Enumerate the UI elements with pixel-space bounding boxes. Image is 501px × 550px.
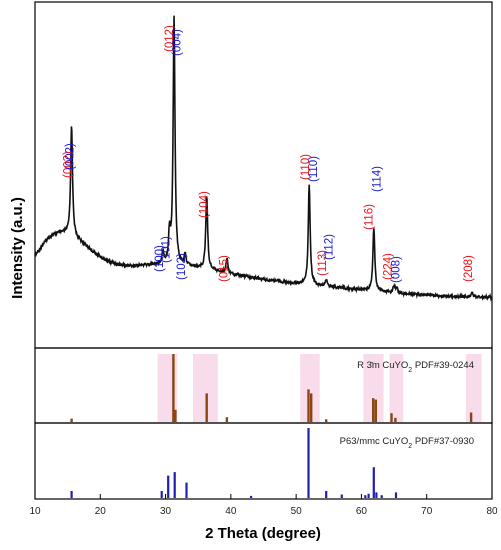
reference-2-bar <box>325 491 328 498</box>
peak-label: (008) <box>390 256 402 283</box>
reference-2-bar <box>173 472 176 498</box>
reference-2-bar <box>372 467 375 498</box>
reference-2-bar <box>160 491 163 498</box>
peak-label: (015) <box>219 255 231 282</box>
reference-2-bar <box>394 492 398 498</box>
reference-1-bar <box>225 417 229 422</box>
x-tick-label: 60 <box>356 506 368 517</box>
reference-2-bar <box>375 492 378 498</box>
peak-label: (208) <box>463 255 475 282</box>
reference-1-label-main: R 3̄m CuYO <box>357 360 408 371</box>
xrd-pattern <box>34 15 493 302</box>
peak-label: (110) <box>308 156 320 182</box>
reference-1-bar <box>372 398 375 422</box>
x-tick-label: 70 <box>421 506 433 517</box>
reference-1-bar <box>394 417 397 422</box>
peak-label: (102) <box>176 253 188 280</box>
x-axis-ticks: 10 20 30 40 50 60 70 80 <box>29 494 498 517</box>
highlight-band <box>465 354 482 422</box>
peak-label: (113) <box>317 250 329 276</box>
highlight-band <box>389 354 404 422</box>
reference-1-bar <box>205 393 208 422</box>
reference-2-label-sub: 2 <box>408 443 412 450</box>
peak-label: (002) <box>63 151 75 178</box>
reference-2-bar <box>380 495 383 498</box>
reference-2-bar <box>250 495 253 498</box>
peak-label: (101) <box>161 236 173 263</box>
x-tick-label: 40 <box>225 506 237 517</box>
peak-label: (100) <box>154 245 166 272</box>
reference-1-highlight-bands <box>157 354 482 422</box>
reference-1-label-sub: 2 <box>408 367 412 374</box>
x-tick-label: 10 <box>29 506 41 517</box>
reference-1-bar <box>174 409 177 422</box>
reference-1-bar <box>307 389 310 422</box>
peak-annotations: (002)(002) (100)(101) (012)(004) (102) (104)… <box>63 25 475 283</box>
reference-1-bars <box>70 354 473 422</box>
xrd-pattern-line <box>34 15 493 302</box>
peak-label: (004) <box>172 29 184 56</box>
reference-1-bar <box>390 413 393 422</box>
highlight-band <box>363 354 384 422</box>
reference-2-bar <box>167 475 170 498</box>
y-axis-title: Intensity (a.u.) <box>9 197 26 299</box>
x-tick-label: 80 <box>486 506 498 517</box>
reference-2-bar <box>364 495 367 498</box>
reference-1-bar <box>469 412 473 422</box>
peak-label: (112) <box>324 234 336 260</box>
x-tick-label: 20 <box>95 506 107 517</box>
reference-2-bar <box>340 494 343 498</box>
x-tick-label: 50 <box>291 506 303 517</box>
reference-2-bar <box>307 428 310 498</box>
x-tick-label: 30 <box>160 506 172 517</box>
peak-label: (012) <box>164 25 176 52</box>
reference-1-bar <box>70 418 73 422</box>
reference-1-label: R 3̄m CuYO2 PDF#39-0244 <box>357 360 474 374</box>
peak-label: (110) <box>300 154 312 180</box>
reference-2-label-main: P63/mmc CuYO <box>340 436 409 447</box>
reference-2-bars <box>70 428 398 498</box>
reference-2-label-tail: PDF#37-0930 <box>412 436 474 447</box>
highlight-band <box>193 354 218 422</box>
peak-label: (114) <box>371 166 383 192</box>
peak-label: (224) <box>383 253 395 280</box>
reference-1-bar <box>172 354 175 422</box>
reference-2-bar <box>367 493 370 498</box>
reference-1-bar <box>310 393 313 422</box>
peak-label: (104) <box>198 191 210 218</box>
reference-2-bar <box>185 482 188 498</box>
reference-panel-2-frame <box>34 422 493 500</box>
reference-1-bar <box>325 419 328 422</box>
reference-1-bar <box>374 399 377 422</box>
reference-2-label: P63/mmc CuYO2 PDF#37-0930 <box>340 436 474 450</box>
peak-label: (002) <box>65 143 77 170</box>
highlight-band <box>300 354 320 422</box>
x-axis-title: 2 Theta (degree) <box>205 525 321 542</box>
reference-1-label-tail: PDF#39-0244 <box>412 360 474 371</box>
reference-2-bar <box>70 491 73 498</box>
peak-label: (116) <box>364 204 376 230</box>
